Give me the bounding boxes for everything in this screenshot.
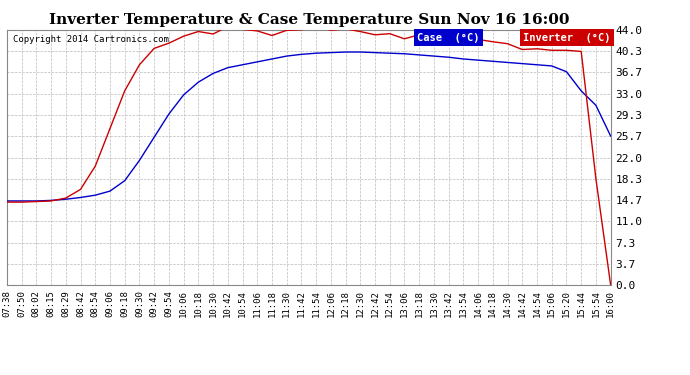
Text: Inverter  (°C): Inverter (°C) bbox=[523, 33, 611, 42]
Title: Inverter Temperature & Case Temperature Sun Nov 16 16:00: Inverter Temperature & Case Temperature … bbox=[48, 13, 569, 27]
Text: Copyright 2014 Cartronics.com: Copyright 2014 Cartronics.com bbox=[13, 35, 169, 44]
Text: Case  (°C): Case (°C) bbox=[417, 33, 480, 42]
